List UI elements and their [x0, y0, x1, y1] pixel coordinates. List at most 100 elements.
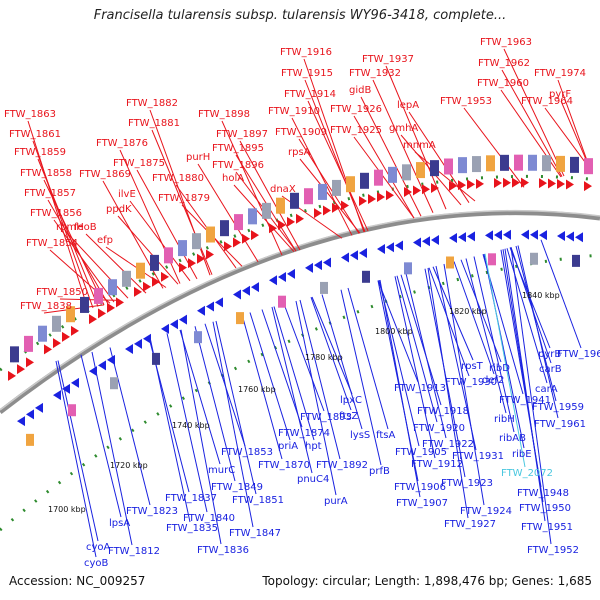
reverse-gene-arrow	[62, 383, 70, 394]
reverse-gene-label-connector	[453, 261, 495, 375]
reverse-gene-label: ftsZ	[339, 411, 358, 422]
forward-gene-label: FTW_1925	[330, 125, 382, 136]
forward-gene-label: FTW_1869	[79, 169, 131, 180]
forward-gene-arrow	[278, 219, 286, 230]
forward-gene-label-connector	[197, 163, 259, 263]
outer-feature-block	[500, 154, 509, 171]
reverse-gene-label-connector	[540, 239, 582, 349]
forward-gene-arrow	[539, 178, 547, 189]
forward-gene-arrow	[584, 181, 592, 192]
forward-gene-label-connector	[43, 179, 105, 306]
reverse-gene-arrow	[467, 231, 475, 242]
forward-gene-label: FTW_1953	[440, 96, 492, 107]
reverse-gene-label-connector	[427, 267, 469, 519]
forward-gene-label: gidB	[349, 85, 371, 96]
outer-feature-block	[290, 192, 299, 209]
reverse-gene-label: FTW_1847	[229, 528, 281, 539]
outer-feature-block	[262, 202, 271, 219]
forward-gene-label-connector	[298, 138, 360, 234]
outer-feature-block	[150, 254, 159, 271]
reverse-gene-label: FTW_1959	[532, 402, 584, 413]
inner-feature-block	[320, 281, 328, 294]
gene-arrows	[8, 177, 592, 427]
reverse-gene-label-connector	[295, 300, 337, 496]
forward-gene-arrow	[377, 192, 385, 203]
forward-gene-arrow	[134, 286, 142, 297]
reverse-gene-label-connector	[283, 303, 325, 412]
forward-gene-label: FTW_1896	[212, 160, 264, 171]
outer-feature-block	[136, 262, 145, 279]
reverse-gene-label-connector	[241, 314, 283, 460]
reverse-gene-arrow	[89, 366, 97, 377]
outer-feature-block	[248, 208, 257, 225]
forward-gene-label: FTW_1858	[20, 168, 72, 179]
reverse-gene-label-connector	[473, 256, 515, 433]
reverse-gene-arrow	[458, 232, 466, 243]
reverse-gene-label: FTW_1907	[396, 498, 448, 509]
outer-feature-block	[416, 162, 425, 179]
reverse-gene-arrow	[269, 275, 277, 286]
reverse-gene-label: hpt	[305, 441, 322, 452]
outer-feature-block	[24, 335, 33, 352]
forward-gene-label: FTW_1898	[198, 109, 250, 120]
reverse-gene-arrow	[449, 232, 457, 243]
map-title: Francisella tularensis subsp. tularensis…	[93, 8, 507, 23]
reverse-gene-label-connector	[271, 306, 313, 474]
forward-gene-label: FTW_1974	[534, 68, 586, 79]
reverse-gene-label: murC	[208, 465, 235, 476]
inner-feature-block	[446, 256, 454, 269]
reverse-gene-label: ribE	[512, 449, 532, 460]
outer-feature-block	[220, 220, 229, 237]
forward-gene-arrow	[413, 185, 421, 196]
forward-gene-label: mnmA	[403, 140, 436, 151]
reverse-gene-arrow	[341, 252, 349, 263]
reverse-gene-arrow	[566, 231, 574, 242]
forward-gene-label: purH	[186, 152, 210, 163]
forward-gene-label-connector	[239, 140, 301, 251]
forward-gene-label: holA	[222, 173, 244, 184]
forward-gene-arrow	[494, 178, 502, 189]
reverse-gene-label: FTW_1965	[557, 349, 600, 360]
reverse-gene-label: FTW_1924	[460, 506, 512, 517]
topology-summary: Topology: circular; Length: 1,898,476 bp…	[262, 574, 592, 588]
forward-gene-label: FTW_1856	[30, 208, 82, 219]
forward-gene-arrow	[476, 178, 484, 189]
position-tick-label: 1700 kbp	[48, 505, 86, 514]
outer-feature-block	[122, 270, 131, 287]
forward-gene-arrow	[287, 216, 295, 227]
forward-gene-arrow	[341, 200, 349, 211]
forward-gene-arrow	[431, 183, 439, 194]
forward-gene-arrow	[26, 357, 34, 368]
reverse-gene-arrow	[377, 244, 385, 255]
reverse-gene-label: cyoB	[84, 558, 109, 569]
forward-gene-label: ppdK	[106, 204, 132, 215]
reverse-gene-label-connector	[166, 333, 208, 513]
reverse-gene-label-connector	[249, 312, 291, 441]
reverse-gene-arrow	[314, 260, 322, 271]
forward-gene-label: FTW_1850	[36, 287, 88, 298]
forward-gene-arrow	[368, 193, 376, 204]
forward-gene-label-connector	[221, 120, 283, 256]
forward-gene-label-connector	[501, 69, 563, 177]
reverse-gene-label: FTW_1835	[166, 523, 218, 534]
forward-gene-arrow	[503, 177, 511, 188]
reverse-gene-label: pyrB	[538, 349, 561, 360]
forward-gene-arrow	[53, 338, 61, 349]
reverse-gene-label: FTW_1905	[395, 447, 447, 458]
forward-gene-label: FTW_1895	[212, 143, 264, 154]
reverse-gene-label: FTW_1931	[452, 451, 504, 462]
forward-gene-arrow	[566, 179, 574, 190]
reverse-gene-label-connector	[428, 267, 470, 377]
outer-feature-block	[444, 158, 453, 175]
forward-gene-label-connector	[175, 184, 237, 269]
reverse-gene-label-connector	[510, 247, 552, 545]
forward-gene-label: FTW_1937	[362, 54, 414, 65]
outer-feature-block	[486, 155, 495, 172]
reverse-gene-label: FTW_1823	[126, 506, 178, 517]
forward-gene-label: FTW_1863	[4, 109, 56, 120]
forward-gene-arrow	[143, 281, 151, 292]
inner-feature-block	[530, 252, 538, 265]
forward-gene-arrow	[188, 258, 196, 269]
reverse-gene-label: FTW_1840	[183, 513, 235, 524]
